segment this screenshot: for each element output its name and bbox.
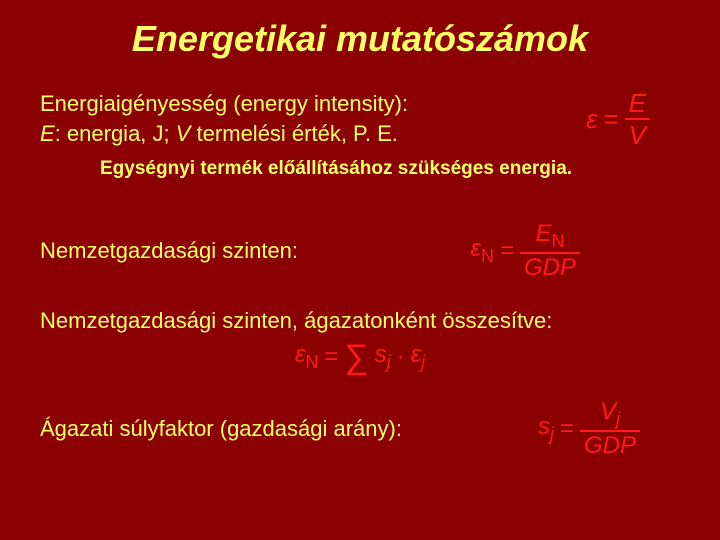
formula-epsilon: ε = E V <box>586 88 650 150</box>
intensity-text: Energiaigényesség (energy intensity): E:… <box>40 89 408 148</box>
national-label: Nemzetgazdasági szinten: <box>40 238 298 264</box>
formula-national: εN = EN GDP <box>470 220 580 282</box>
sector-sum-label: Nemzetgazdasági szinten, ágazatonként ös… <box>40 308 680 334</box>
subnote: Egységnyi termék előállításához szüksége… <box>100 158 680 180</box>
row-sector-sum-label: Nemzetgazdasági szinten, ágazatonként ös… <box>40 308 680 334</box>
intensity-line1: Energiaigényesség (energy intensity): <box>40 89 408 119</box>
formula-sector-sum: εN = ∑ sj · εj <box>40 340 680 374</box>
row-national: Nemzetgazdasági szinten: εN = EN GDP <box>40 220 680 282</box>
slide: Energetikai mutatószámok Energiaigényess… <box>0 0 720 540</box>
row-intensity: Energiaigényesség (energy intensity): E:… <box>40 88 680 150</box>
sigma-icon: ∑ <box>344 340 368 374</box>
row-weight: Ágazati súlyfaktor (gazdasági arány): sj… <box>40 398 680 460</box>
slide-title: Energetikai mutatószámok <box>40 18 680 60</box>
formula-weight: sj = Vj GDP <box>538 398 640 460</box>
intensity-line2: E: energia, J; V termelési érték, P. E. <box>40 119 408 149</box>
weight-label: Ágazati súlyfaktor (gazdasági arány): <box>40 416 402 442</box>
